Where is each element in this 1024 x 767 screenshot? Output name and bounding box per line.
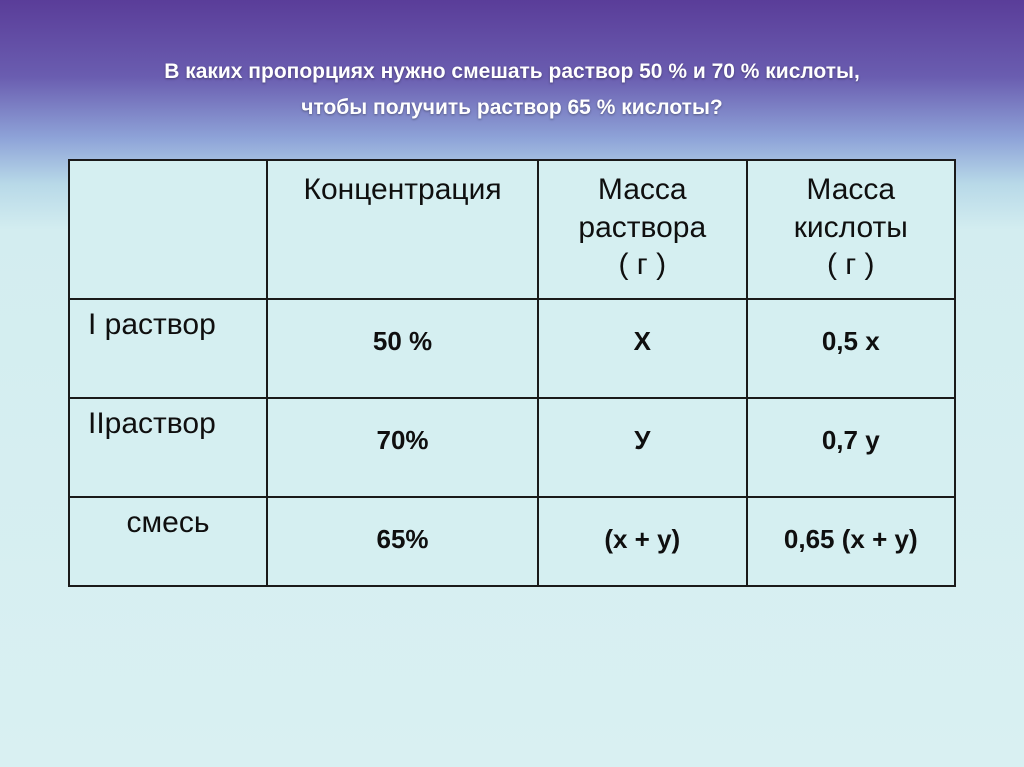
table-header-row: Концентрация Масса раствора ( г ) Масса … (69, 160, 955, 299)
cell-mass-acid: 0,7 у (747, 398, 955, 497)
cell-mass-acid: 0,65 (х + у) (747, 497, 955, 586)
header-solution-mass-l3: ( г ) (618, 248, 666, 281)
table-row: IIраствор 70% У 0,7 у (69, 398, 955, 497)
header-concentration: Концентрация (267, 160, 538, 299)
header-solution-mass-l1: Масса (598, 173, 687, 206)
header-acid-mass-l3: ( г ) (827, 248, 875, 281)
header-solution-mass: Масса раствора ( г ) (538, 160, 746, 299)
table-container: Концентрация Масса раствора ( г ) Масса … (0, 125, 1024, 587)
header-acid-mass-l1: Масса (806, 173, 895, 206)
cell-mass-solution: Х (538, 299, 746, 398)
mixture-table: Концентрация Масса раствора ( г ) Масса … (68, 159, 956, 587)
title-line-2: чтобы получить раствор 65 % кислоты? (301, 96, 722, 119)
cell-mass-solution: У (538, 398, 746, 497)
row-label: I раствор (69, 299, 267, 398)
header-acid-mass: Масса кислоты ( г ) (747, 160, 955, 299)
header-acid-mass-l2: кислоты (794, 211, 908, 244)
table-row: смесь 65% (х + у) 0,65 (х + у) (69, 497, 955, 586)
slide-title: В каких пропорциях нужно смешать раствор… (0, 0, 1024, 125)
cell-mass-solution: (х + у) (538, 497, 746, 586)
header-empty (69, 160, 267, 299)
title-line-1: В каких пропорциях нужно смешать раствор… (164, 60, 860, 83)
header-solution-mass-l2: раствора (578, 211, 706, 244)
row-label: IIраствор (69, 398, 267, 497)
cell-conc: 70% (267, 398, 538, 497)
cell-mass-acid: 0,5 х (747, 299, 955, 398)
row-label: смесь (69, 497, 267, 586)
cell-conc: 50 % (267, 299, 538, 398)
table-row: I раствор 50 % Х 0,5 х (69, 299, 955, 398)
cell-conc: 65% (267, 497, 538, 586)
